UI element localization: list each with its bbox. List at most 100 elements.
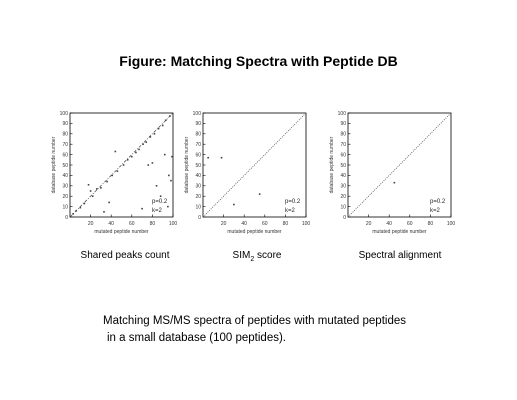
panel-caption-sim2: SIM2 score [232,250,282,263]
panel-caption-shared-peaks: Shared peaks count [80,250,170,261]
x-tick-label: 40 [108,221,114,227]
x-tick-label: 60 [407,221,413,227]
x-tick-label: 80 [428,221,434,227]
annotation-label: p=0.2 [430,199,446,205]
data-point [153,133,156,135]
data-point [149,136,152,138]
y-tick-label: 90 [62,121,68,127]
data-point [142,143,144,145]
data-point [233,203,235,206]
data-point [91,195,94,197]
diagonal-line [202,112,307,218]
scatter-panel-0: 0 10 20 30 40 50 60 70 80 90 100 20 40 60 80 100 mutated… [51,111,177,235]
data-point [171,155,173,158]
x-tick-label: 100 [169,221,178,227]
data-point [170,179,172,182]
scatter-panel-1: 0 10 20 30 40 50 60 70 80 90 100 20 40 60 80 100 mutated… [184,111,310,235]
y-axis-label: database peptide number [51,136,57,193]
data-point [72,213,74,215]
data-point [126,159,129,161]
y-tick-label: 100 [338,111,347,117]
data-point [116,170,119,173]
data-point [168,174,170,177]
data-point [87,183,90,186]
y-tick-label: 50 [62,163,68,169]
data-point [155,185,158,187]
y-tick-label: 80 [340,132,346,138]
data-point [169,115,171,117]
data-point [100,187,102,189]
y-tick-label: 0 [65,215,68,221]
diagonal-line [347,112,452,218]
y-tick-label: 60 [62,152,68,158]
data-point [135,151,137,154]
x-tick-label: 60 [262,221,268,227]
y-tick-label: 30 [340,184,346,190]
data-point [151,162,154,164]
data-point [393,181,396,184]
data-point [220,156,223,159]
x-tick-label: 20 [366,221,372,227]
y-tick-label: 0 [198,215,201,221]
annotation-label: k=2 [152,208,163,214]
annotation-label: p=0.2 [285,199,301,205]
y-tick-label: 50 [340,163,346,169]
x-tick-label: 80 [150,221,156,227]
y-tick-label: 10 [62,204,68,210]
y-tick-label: 80 [195,132,201,138]
y-tick-label: 30 [195,184,201,190]
data-point [108,201,110,204]
x-tick-label: 20 [221,221,227,227]
data-point [141,207,143,210]
data-point [114,150,117,153]
y-tick-label: 100 [60,111,69,117]
data-point [111,174,114,177]
y-tick-label: 80 [62,132,68,138]
y-tick-label: 70 [195,142,201,148]
y-tick-label: 50 [195,163,201,169]
y-tick-label: 70 [340,142,346,148]
y-tick-label: 20 [340,194,346,200]
x-axis-label: mutated peptide number [227,229,282,235]
data-point [83,202,86,205]
annotation-label: k=2 [430,208,441,214]
x-tick-label: 100 [302,221,311,227]
scatter-panel-2: 0 10 20 30 40 50 60 70 80 90 100 20 40 60 80 100 mutated… [329,111,455,235]
y-tick-label: 100 [193,111,202,117]
x-axis-label: mutated peptide number [372,229,427,235]
y-tick-label: 10 [195,204,201,210]
data-point [159,195,162,197]
y-tick-label: 70 [62,142,68,148]
y-axis-label: database peptide number [329,136,335,193]
data-point [167,205,169,208]
y-tick-label: 40 [62,173,68,179]
diagonal-line [69,112,174,218]
data-point [75,209,77,212]
data-point [161,124,164,127]
y-tick-label: 10 [340,204,346,210]
y-tick-label: 60 [195,152,201,158]
figure-title: Figure: Matching Spectra with Peptide DB [119,53,398,69]
data-point [147,164,150,166]
data-point [106,180,108,183]
data-point [163,153,166,156]
data-point [207,156,209,159]
y-tick-label: 60 [340,152,346,158]
data-point [122,164,125,166]
data-point [145,141,148,143]
data-point [103,211,105,213]
y-tick-label: 0 [343,215,346,221]
y-axis-label: database peptide number [184,136,190,193]
y-tick-label: 40 [340,173,346,179]
x-tick-label: 40 [241,221,247,227]
x-tick-label: 20 [88,221,94,227]
y-tick-label: 20 [62,194,68,200]
y-tick-label: 20 [195,194,201,200]
data-point [89,190,92,192]
data-point [258,193,261,195]
data-point [164,119,167,122]
data-point [138,148,140,151]
annotation-label: k=2 [285,208,296,214]
data-point [157,127,160,130]
figure-footnote: Matching MS/MS spectra of peptides with … [103,313,483,347]
